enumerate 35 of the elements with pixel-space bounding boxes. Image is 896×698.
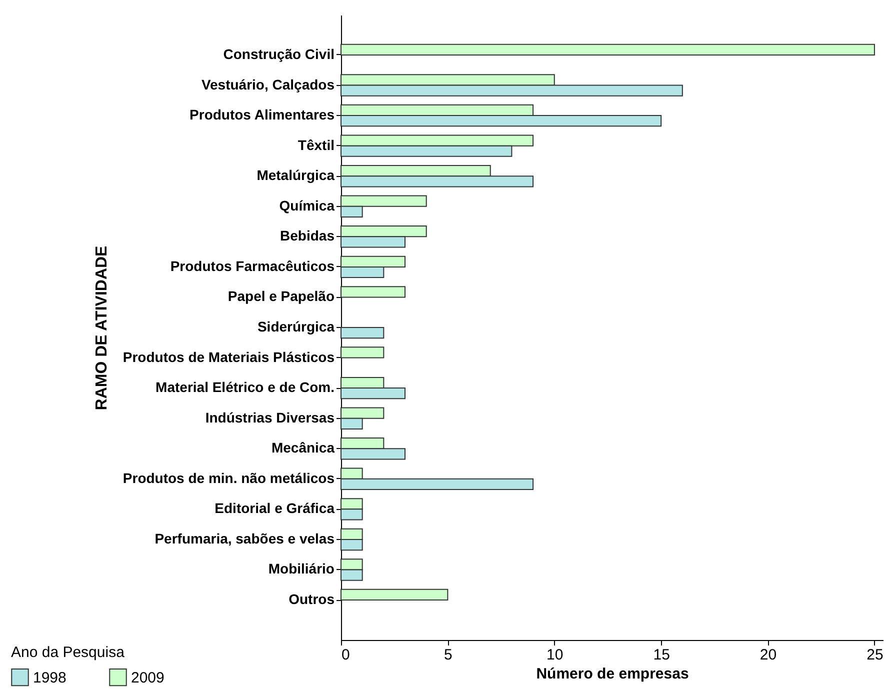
x-tick-label: 25: [866, 646, 884, 664]
y-tick-label: Produtos Alimentares: [190, 106, 335, 123]
bar: [340, 44, 875, 56]
y-tick-label: Papel e Papelão: [228, 288, 334, 304]
x-tick-label: 15: [653, 646, 670, 664]
bar: [340, 346, 384, 358]
y-tick-label: Vestuário, Calçados: [201, 76, 335, 92]
y-tick-label: Bebidas: [280, 228, 335, 244]
y-tick-label: Produtos de Materiais Plásticos: [122, 348, 335, 365]
x-axis-title: Número de empresas: [536, 666, 689, 682]
x-tick-label: 20: [760, 646, 777, 664]
y-tick-label: Química: [279, 197, 335, 214]
bar: [340, 588, 448, 601]
y-tick-label: Mecânica: [271, 440, 335, 456]
y-tick-label: Material Elétrico e de Com.: [156, 379, 334, 396]
x-tick-label: 10: [546, 646, 564, 664]
y-tick-label: Construção Civil: [223, 46, 334, 62]
y-tick-label: Editorial e Gráfica: [214, 500, 335, 516]
legend-label: 1998: [33, 669, 66, 686]
y-tick-label: Metalúrgica: [256, 167, 335, 184]
y-tick-label: Indústrias Diversas: [205, 409, 335, 426]
y-tick-label: Produtos Farmacêuticos: [170, 258, 335, 274]
x-tick-label: 5: [444, 646, 452, 664]
y-tick-label: Outros: [288, 591, 335, 608]
bar: [340, 327, 384, 339]
y-axis-title: RAMO DE ATIVIDADE: [94, 245, 110, 410]
y-tick-label: Siderúrgica: [257, 318, 335, 334]
y-tick-label: Têxtil: [298, 136, 334, 153]
y-tick-label: Perfumaria, sabões e velas: [154, 530, 335, 546]
y-tick-label: Produtos de min. não metálicos: [122, 470, 335, 486]
legend-title: Ano da Pesquisa: [11, 644, 126, 661]
x-tick-label: 0: [342, 646, 350, 664]
bar: [340, 286, 406, 298]
legend-label: 2009: [131, 669, 164, 686]
y-tick-label: Mobiliário: [268, 560, 334, 577]
